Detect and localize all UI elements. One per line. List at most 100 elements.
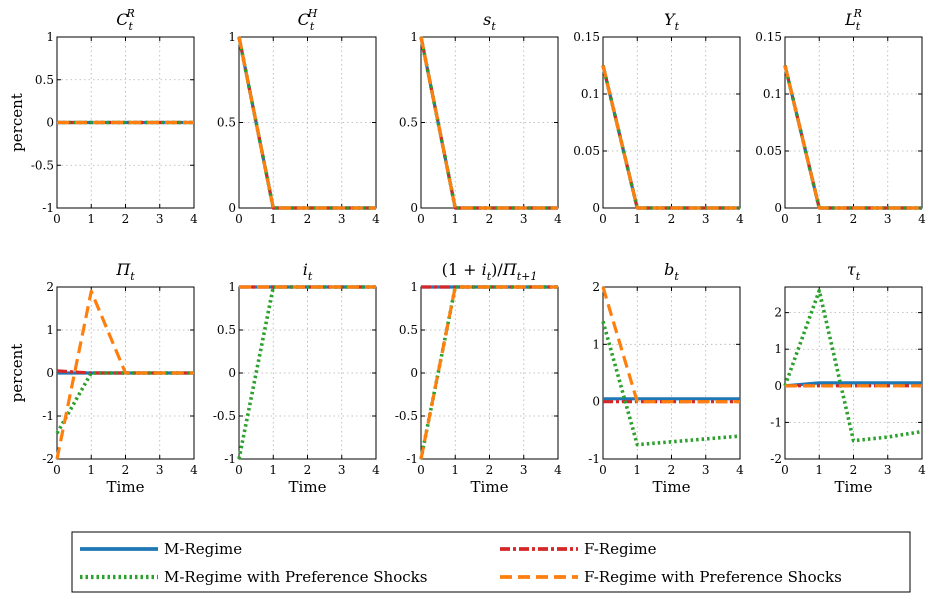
x-tick-label: 4 bbox=[736, 463, 744, 477]
y-tick-label: 0.5 bbox=[217, 323, 236, 337]
x-tick-label: 3 bbox=[520, 463, 528, 477]
legend-box bbox=[71, 531, 911, 593]
legend-label-m-regime: M-Regime bbox=[164, 540, 242, 558]
x-tick-label: 0 bbox=[235, 212, 243, 226]
x-axis-label: Time bbox=[471, 478, 509, 496]
series-group bbox=[237, 285, 376, 460]
x-tick-label: 3 bbox=[338, 212, 346, 226]
series-group bbox=[55, 289, 194, 460]
x-tick-label: 2 bbox=[668, 212, 676, 226]
subplot-title: CtH bbox=[298, 7, 318, 33]
series-group bbox=[601, 65, 740, 210]
series-line-f-regime-pref bbox=[237, 36, 376, 210]
series-line-f-regime-pref bbox=[419, 285, 558, 460]
y-tick-label: -1 bbox=[42, 409, 54, 423]
x-tick-label: 1 bbox=[815, 463, 823, 477]
y-tick-label: 1 bbox=[228, 280, 236, 294]
grid bbox=[420, 36, 559, 209]
y-tick-label: 0 bbox=[46, 366, 54, 380]
x-tick-label: 0 bbox=[781, 212, 789, 226]
x-axis-label: Time bbox=[835, 478, 873, 496]
x-tick-label: 4 bbox=[372, 212, 380, 226]
y-tick-label: 2 bbox=[774, 306, 782, 320]
x-tick-label: 1 bbox=[87, 212, 95, 226]
series-line-f-regime-pref bbox=[783, 65, 922, 210]
y-tick-label: -1 bbox=[224, 452, 236, 466]
series-line-m-regime-pref bbox=[601, 320, 741, 447]
subplot-3: 0 1 2 3 4 0 0.5 1 st bbox=[399, 10, 562, 226]
y-tick-label: 0 bbox=[774, 201, 782, 215]
series-line-f-regime-pref bbox=[601, 286, 740, 404]
subplot-title: Yt bbox=[664, 10, 680, 33]
x-tick-label: 2 bbox=[486, 463, 494, 477]
series-line-f-regime-pref bbox=[419, 36, 558, 210]
y-tick-label: -2 bbox=[770, 452, 782, 466]
subplot-title: (1 + it)/Πt+1 bbox=[442, 260, 538, 283]
x-tick-label: 1 bbox=[87, 463, 95, 477]
x-tick-label: 4 bbox=[190, 463, 198, 477]
x-tick-label: 1 bbox=[269, 212, 277, 226]
y-tick-label: -0.5 bbox=[395, 409, 418, 423]
x-tick-label: 2 bbox=[850, 463, 858, 477]
grid bbox=[602, 36, 741, 209]
x-tick-label: 3 bbox=[884, 463, 892, 477]
x-tick-label: 0 bbox=[53, 212, 61, 226]
y-tick-label: 1 bbox=[774, 342, 782, 356]
series-line-f-regime-pref bbox=[601, 65, 740, 210]
x-tick-label: 3 bbox=[884, 212, 892, 226]
y-tick-label: 0 bbox=[592, 201, 600, 215]
series-group bbox=[237, 36, 376, 210]
series-line-f-regime-pref bbox=[55, 289, 194, 460]
x-tick-label: 0 bbox=[599, 212, 607, 226]
y-tick-label: 0 bbox=[410, 366, 418, 380]
x-tick-label: 3 bbox=[702, 463, 710, 477]
y-tick-label: 0.5 bbox=[399, 323, 418, 337]
y-tick-label: 1 bbox=[410, 280, 418, 294]
subplot-title: τt bbox=[847, 260, 861, 283]
y-tick-label: 0.1 bbox=[581, 87, 600, 101]
y-tick-label: 0.5 bbox=[35, 73, 54, 87]
x-tick-label: 4 bbox=[554, 463, 562, 477]
y-tick-label: -2 bbox=[42, 452, 54, 466]
subplot-title: st bbox=[483, 10, 496, 33]
subplot-8: 0 1 2 3 4 -1 -0.5 0 0.5 1 (1 + it)/Πt+1 Time bbox=[395, 260, 562, 496]
y-tick-label: 0.05 bbox=[573, 144, 600, 158]
legend-label-m-regime-pref: M-Regime with Preference Shocks bbox=[164, 568, 427, 586]
subplot-2: 0 1 2 3 4 0 0.5 1 CtH bbox=[217, 7, 380, 226]
y-tick-label: -1 bbox=[406, 452, 418, 466]
y-axis-label: percent bbox=[8, 344, 26, 403]
x-tick-label: 3 bbox=[702, 212, 710, 226]
series-group bbox=[419, 285, 558, 460]
x-tick-label: 3 bbox=[520, 212, 528, 226]
x-tick-label: 0 bbox=[599, 463, 607, 477]
x-tick-label: 2 bbox=[122, 212, 130, 226]
x-tick-label: 4 bbox=[918, 212, 926, 226]
subplot-title: Πt bbox=[115, 260, 135, 283]
x-tick-label: 2 bbox=[304, 212, 312, 226]
x-tick-label: 4 bbox=[736, 212, 744, 226]
x-axis-label: Time bbox=[107, 478, 145, 496]
y-tick-label: 0 bbox=[410, 201, 418, 215]
x-tick-label: 2 bbox=[668, 463, 676, 477]
series-group bbox=[783, 288, 923, 443]
y-tick-label: -1 bbox=[588, 452, 600, 466]
y-axis-label: percent bbox=[8, 93, 26, 152]
series-group bbox=[601, 286, 741, 447]
x-tick-label: 1 bbox=[451, 463, 459, 477]
x-tick-label: 0 bbox=[417, 212, 425, 226]
y-tick-label: 1 bbox=[228, 30, 236, 44]
subplot-5: 0 1 2 3 4 0 0.05 0.1 0.15 LtR bbox=[755, 7, 926, 226]
legend-label-f-regime-pref: F-Regime with Preference Shocks bbox=[584, 568, 842, 586]
x-tick-label: 0 bbox=[53, 463, 61, 477]
x-tick-label: 3 bbox=[156, 463, 164, 477]
series-group bbox=[419, 36, 558, 210]
subplot-title: LtR bbox=[844, 7, 862, 33]
grid bbox=[420, 286, 559, 460]
x-tick-label: 1 bbox=[269, 463, 277, 477]
y-tick-label: 0 bbox=[46, 116, 54, 130]
y-tick-label: -1 bbox=[42, 201, 54, 215]
subplot-title: bt bbox=[664, 260, 679, 283]
y-tick-label: 0 bbox=[592, 395, 600, 409]
